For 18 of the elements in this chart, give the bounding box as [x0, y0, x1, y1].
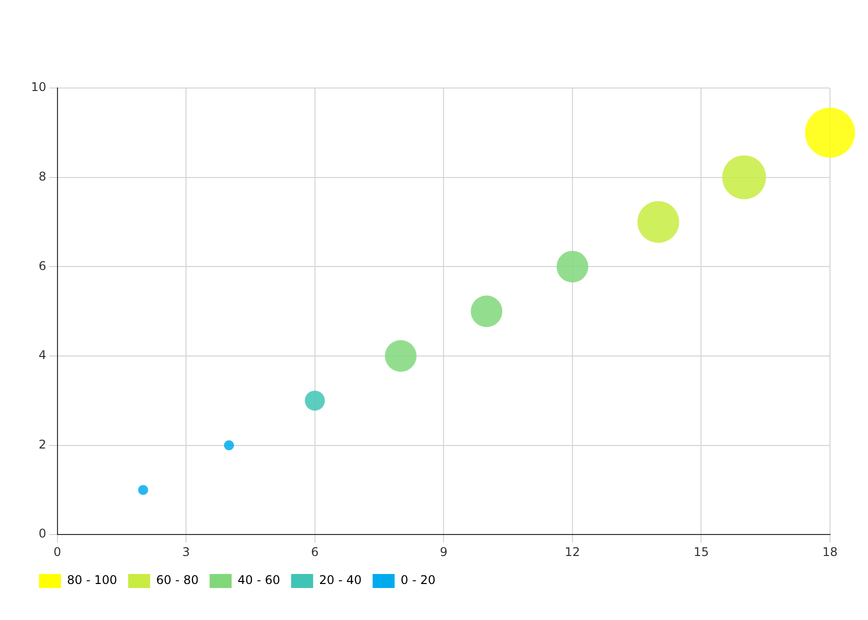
- y-tick-label: 2: [38, 437, 46, 452]
- y-tick-label: 10: [30, 80, 46, 94]
- y-tick-label: 0: [38, 526, 46, 541]
- x-tick-label: 15: [694, 544, 709, 559]
- x-tick-label: 0: [53, 544, 62, 559]
- x-tick-label: 12: [564, 544, 580, 559]
- x-tick-label: 3: [182, 544, 190, 559]
- legend-label: 20 - 40: [319, 573, 362, 588]
- legend-label: 40 - 60: [238, 573, 280, 588]
- y-tick-label: 6: [38, 258, 46, 273]
- legend-label: 60 - 80: [156, 573, 199, 588]
- x-tick-label: 18: [822, 544, 838, 559]
- legend-label: 0 - 20: [400, 573, 436, 588]
- legend-label: 80 - 100: [67, 573, 118, 588]
- x-tick-label: 6: [311, 544, 319, 559]
- y-tick-label: 4: [38, 348, 46, 362]
- x-tick-label: 9: [440, 544, 448, 559]
- y-tick-label: 8: [38, 169, 46, 184]
